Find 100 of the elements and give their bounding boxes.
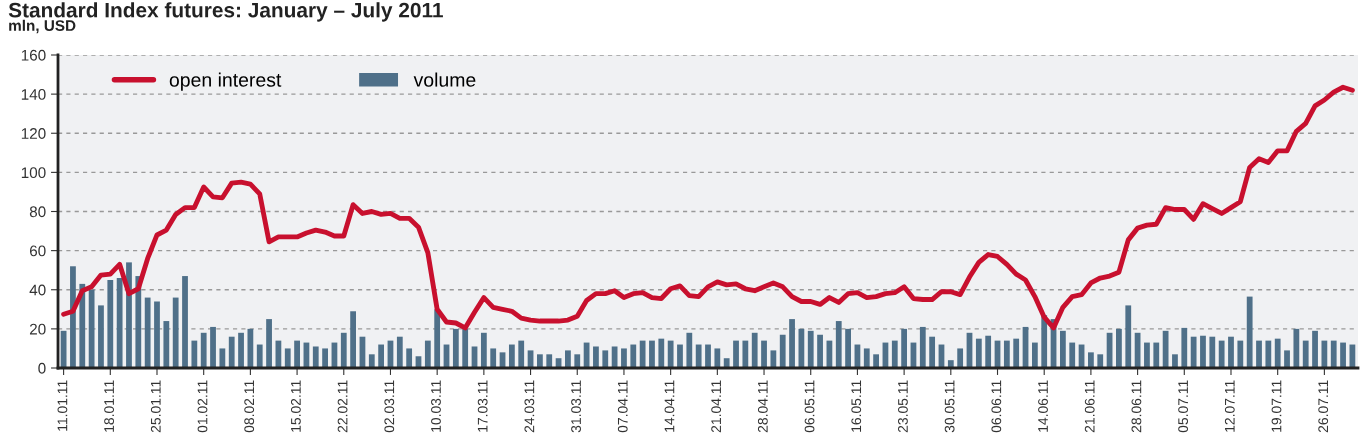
bar	[219, 348, 226, 368]
bar	[723, 358, 730, 368]
bar	[602, 350, 609, 368]
x-tick-label: 28.06.11	[1131, 380, 1142, 433]
bar	[621, 348, 627, 368]
bar	[1097, 354, 1104, 368]
bar	[1059, 330, 1066, 368]
x-tick-label: 10.03.11	[431, 380, 441, 432]
bar	[340, 332, 347, 368]
bar	[200, 332, 207, 368]
bar	[508, 344, 515, 368]
bar	[1041, 315, 1048, 368]
x-tick-label: 15.02.11	[290, 380, 301, 432]
bar	[537, 354, 543, 368]
bar	[546, 354, 553, 368]
bar	[518, 340, 525, 368]
y-axis-title: mln, USD	[9, 19, 76, 34]
bar	[807, 330, 814, 368]
x-tick-label: 21.06.11	[1084, 380, 1095, 433]
x-tick-label: 31.03.11	[571, 380, 581, 433]
bar	[863, 348, 870, 368]
bar	[1116, 328, 1122, 368]
bar	[490, 348, 497, 368]
bar	[789, 319, 795, 368]
bar	[919, 326, 926, 368]
bar	[116, 278, 123, 368]
bar	[714, 348, 721, 368]
bar	[424, 340, 431, 368]
bar	[658, 338, 665, 368]
bar	[695, 344, 702, 368]
bar	[1284, 350, 1290, 368]
bar	[1274, 338, 1281, 368]
bar	[144, 297, 151, 368]
bar	[686, 332, 693, 368]
bar	[1162, 330, 1169, 368]
bar	[845, 328, 851, 368]
bar	[182, 276, 188, 368]
bar	[1153, 342, 1160, 368]
bar	[256, 344, 263, 368]
bar	[705, 344, 711, 368]
x-tick-label: 14.04.11	[664, 380, 675, 432]
bar	[1172, 354, 1178, 368]
bar	[798, 328, 805, 368]
bar	[1302, 340, 1309, 368]
bar	[1256, 340, 1262, 368]
bar	[396, 336, 403, 368]
x-tick-label: 16.05.11	[851, 380, 862, 432]
bar	[574, 354, 581, 368]
bar	[1218, 340, 1225, 368]
x-tick-label: 08.02.11	[244, 380, 255, 433]
bar	[947, 360, 954, 368]
x-tick-label: 25.01.11	[150, 380, 161, 433]
bar	[891, 340, 898, 368]
bar	[88, 289, 95, 368]
x-tick-label: 18.01.11	[104, 380, 115, 432]
bar	[1088, 352, 1094, 368]
bar	[1200, 335, 1206, 368]
x-tick-label: 11.01.11	[57, 380, 68, 431]
x-tick-label: 22.02.11	[337, 380, 348, 433]
bar	[639, 340, 646, 368]
bar	[1125, 305, 1132, 368]
bar	[1321, 340, 1328, 368]
bar	[733, 340, 739, 368]
bar	[901, 328, 908, 368]
bar	[649, 340, 655, 368]
x-tick-label: 12.07.11	[1224, 380, 1235, 432]
bar	[975, 338, 982, 368]
x-tick-label: 28.04.11	[757, 380, 768, 433]
x-tick-label: 14.06.11	[1038, 380, 1048, 432]
x-tick-label: 23.05.11	[898, 380, 908, 433]
bar	[1293, 328, 1300, 368]
x-tick-label: 24.03.11	[524, 380, 535, 433]
bar	[98, 305, 104, 368]
bar	[667, 340, 674, 368]
x-tick-label: 21.04.11	[711, 380, 722, 433]
bar	[238, 332, 244, 368]
bar	[1003, 340, 1010, 368]
bar	[677, 344, 683, 368]
bar	[1181, 327, 1188, 368]
bar	[1209, 336, 1216, 368]
bar	[1246, 296, 1253, 368]
bar	[751, 332, 758, 368]
bar	[779, 334, 786, 368]
y-tick-label: 140	[21, 88, 46, 100]
bar	[565, 350, 571, 368]
x-tick-label: 06.05.11	[804, 380, 815, 433]
bar	[929, 336, 936, 368]
bar	[1031, 342, 1038, 368]
bar	[1228, 336, 1234, 368]
bar	[452, 328, 459, 368]
bar	[191, 340, 198, 368]
bar	[1312, 330, 1318, 368]
bar	[312, 346, 319, 368]
y-tick-label: 60	[29, 245, 46, 257]
bar	[406, 348, 413, 368]
bar	[1069, 342, 1076, 368]
bar	[322, 348, 328, 368]
bar	[228, 336, 235, 368]
bar	[770, 350, 777, 368]
bar	[611, 346, 618, 368]
